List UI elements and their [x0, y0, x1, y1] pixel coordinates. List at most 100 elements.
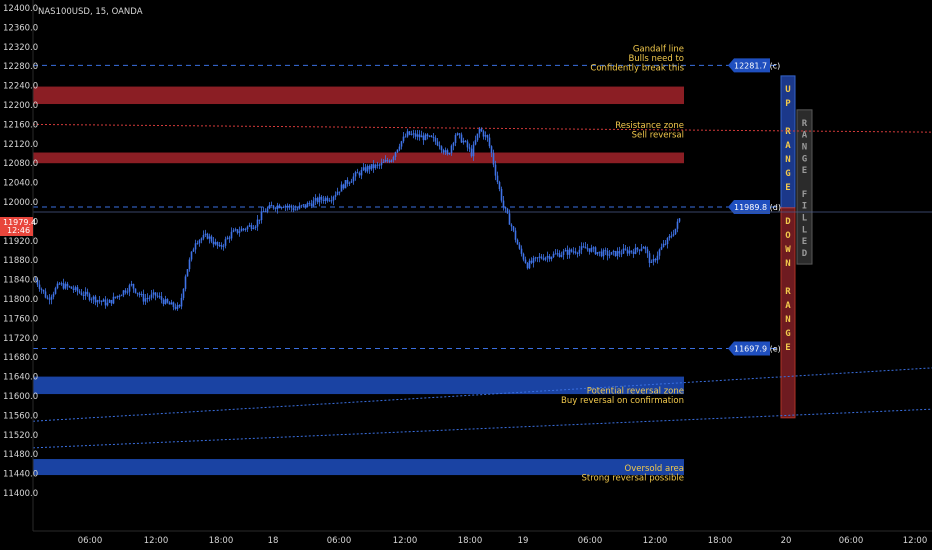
candle-body — [138, 293, 141, 295]
candle-body — [444, 150, 447, 153]
up-range-box-char: U — [785, 85, 790, 95]
candle-body — [340, 184, 343, 192]
candle-body — [98, 300, 101, 302]
up-range-box-char: E — [785, 183, 790, 193]
candle-body — [328, 200, 331, 202]
candle-body — [550, 257, 553, 260]
candle-body — [234, 229, 237, 231]
candle-body — [678, 218, 681, 222]
candle-body — [176, 305, 179, 309]
candle-body — [474, 140, 477, 145]
candle-body — [600, 251, 603, 257]
annotation-3-line-0: Oversold area — [625, 464, 685, 474]
candle-body — [50, 296, 53, 300]
candles-layer — [34, 127, 681, 311]
annotation-3-line-1: Strong reversal possible — [581, 473, 684, 483]
candle-body — [124, 290, 127, 293]
candle-body — [76, 287, 79, 292]
level-label-bg — [728, 58, 770, 73]
down-range-box-char: N — [785, 315, 790, 325]
y-tick-label: 11680.0 — [3, 353, 38, 363]
candle-body — [292, 207, 295, 211]
candle-body — [640, 248, 643, 251]
candle-body — [276, 205, 279, 210]
level-label-bg — [728, 199, 770, 214]
range-filled-box-char: L — [802, 225, 808, 235]
annotation-1-line-1: Sell reversal — [632, 130, 684, 140]
candle-body — [606, 250, 609, 256]
candle-body — [636, 247, 639, 250]
candle-body — [588, 248, 591, 252]
candle-body — [666, 238, 669, 245]
candle-body — [526, 263, 529, 269]
candle-body — [308, 202, 311, 204]
candle-body — [572, 251, 575, 253]
range-filled-box-char: I — [802, 202, 807, 212]
candle-body — [548, 256, 551, 260]
candle-body — [436, 141, 439, 146]
candle-body — [556, 253, 559, 255]
zone-3 — [33, 459, 684, 476]
candle-body — [604, 250, 607, 252]
candle-body — [650, 261, 653, 263]
candle-body — [74, 287, 77, 290]
trend-line-0 — [32, 123, 932, 133]
candle-body — [338, 191, 341, 193]
candle-body — [146, 297, 149, 299]
candle-body — [568, 249, 571, 255]
y-tick-label: 11720.0 — [3, 334, 38, 344]
candle-body — [670, 235, 673, 237]
down-range-box-char: G — [785, 329, 790, 339]
y-tick-label: 11480.0 — [3, 450, 38, 460]
candle-body — [656, 255, 659, 261]
y-tick-label: 12160.0 — [3, 120, 38, 130]
candle-body — [108, 299, 111, 303]
candle-body — [530, 260, 533, 263]
candle-body — [56, 283, 59, 289]
candle-body — [360, 169, 363, 176]
candle-body — [638, 249, 641, 251]
candle-body — [100, 300, 103, 302]
candle-body — [392, 156, 395, 161]
y-tick-label: 11560.0 — [3, 411, 38, 421]
x-tick-label: 06:00 — [578, 536, 603, 546]
candle-body — [400, 141, 403, 147]
x-tick-label: 12:00 — [393, 536, 418, 546]
candle-body — [332, 196, 335, 201]
candle-body — [674, 228, 677, 235]
candle-body — [586, 248, 589, 250]
candle-body — [36, 279, 39, 285]
candle-body — [200, 238, 203, 241]
candle-body — [304, 204, 307, 207]
candle-body — [508, 213, 511, 225]
level-label-2: 11697.9 (e) — [728, 341, 781, 356]
candle-body — [134, 288, 137, 293]
candle-body — [424, 134, 427, 141]
candle-body — [228, 237, 231, 239]
candle-body — [96, 300, 99, 303]
candle-body — [104, 299, 107, 306]
candle-body — [364, 167, 367, 172]
candle-body — [594, 247, 597, 255]
candle-body — [676, 221, 679, 229]
candle-body — [500, 189, 503, 201]
candle-body — [496, 175, 499, 183]
candle-body — [460, 134, 463, 143]
candle-body — [62, 283, 65, 289]
candle-body — [310, 203, 313, 207]
candle-body — [426, 134, 429, 137]
range-filled-box-char: R — [802, 119, 808, 129]
candle-body — [204, 233, 207, 235]
candle-body — [668, 235, 671, 239]
candle-body — [196, 243, 199, 245]
candle-body — [148, 297, 151, 299]
candle-body — [162, 299, 165, 304]
levels-layer: 12281.7 (c) 11989.8 (d) 11697.9 (e) — [33, 58, 781, 356]
candle-body — [580, 246, 583, 250]
candle-body — [312, 200, 315, 207]
candle-body — [430, 135, 433, 137]
candle-body — [462, 140, 465, 143]
candle-body — [562, 251, 565, 255]
x-tick-label: 12:00 — [144, 536, 169, 546]
